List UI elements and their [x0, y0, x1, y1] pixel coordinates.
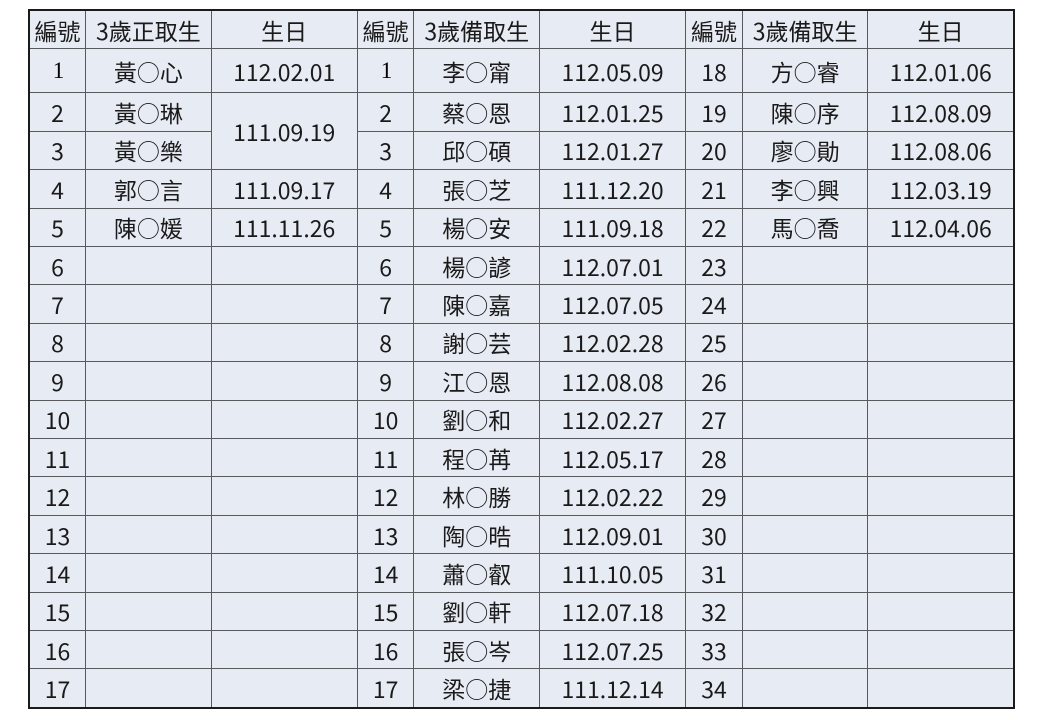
svg-text:1: 1 [53, 58, 65, 83]
svg-text:1: 1 [381, 58, 393, 83]
